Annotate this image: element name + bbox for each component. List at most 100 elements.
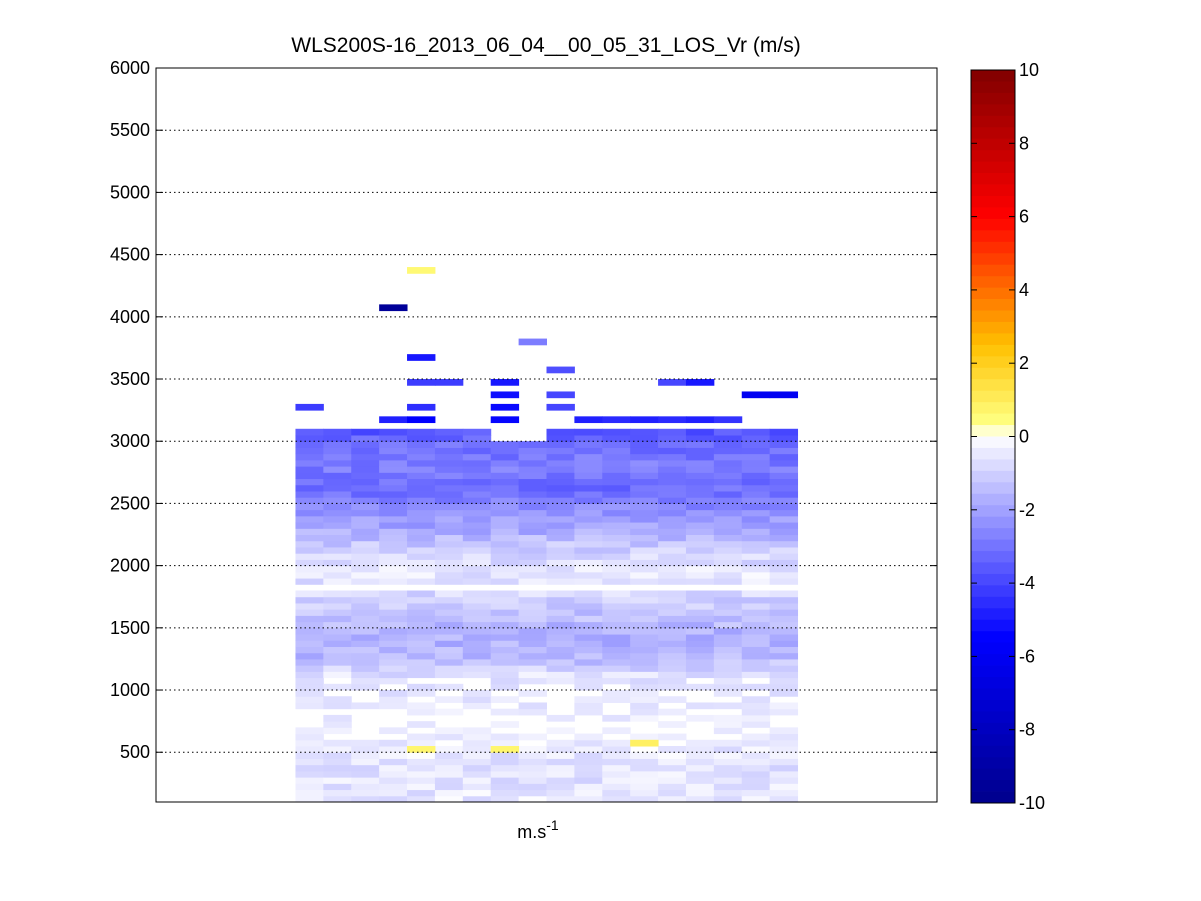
heatmap-cell <box>379 677 408 685</box>
heatmap-cell <box>295 690 324 697</box>
heatmap-cell <box>407 403 436 411</box>
heatmap-cell <box>351 540 380 548</box>
heatmap-cell <box>323 522 352 529</box>
heatmap-cell <box>351 571 380 579</box>
heatmap-cell <box>434 727 464 735</box>
heatmap-cell <box>658 472 687 480</box>
heatmap-cell <box>741 528 771 536</box>
heatmap-cell <box>685 478 715 486</box>
heatmap-cell <box>713 646 743 654</box>
heatmap-cell <box>769 559 799 567</box>
heatmap-cell <box>630 472 659 480</box>
heatmap-cell <box>351 609 380 616</box>
heatmap-cell <box>741 546 771 554</box>
heatmap-cell <box>407 789 436 797</box>
heatmap-cell <box>379 428 408 436</box>
heatmap-cell <box>323 665 352 672</box>
heatmap-cell <box>602 627 631 635</box>
heatmap-cell <box>741 553 771 560</box>
colorbar-segment <box>971 539 1015 552</box>
heatmap-cell <box>546 553 575 560</box>
heatmap-cell <box>769 571 799 579</box>
heatmap-cell <box>769 503 799 511</box>
colorbar-segment <box>971 631 1015 644</box>
heatmap-cell <box>323 453 352 461</box>
heatmap-cell <box>630 565 659 573</box>
heatmap-cell <box>546 646 575 654</box>
heatmap-cell <box>546 677 575 685</box>
heatmap-cell <box>713 739 743 747</box>
heatmap-cell <box>658 795 687 803</box>
heatmap-cell <box>518 758 547 766</box>
heatmap-cell <box>546 789 575 797</box>
heatmap-cell <box>295 727 324 735</box>
heatmap-cell <box>462 447 492 455</box>
heatmap-cell <box>658 609 687 616</box>
heatmap-cell <box>546 391 575 399</box>
heatmap-cell <box>323 484 352 492</box>
heatmap-cell <box>490 509 520 517</box>
heatmap-cell <box>407 571 436 579</box>
heatmap-cell <box>685 789 715 797</box>
heatmap-cell <box>546 435 575 442</box>
heatmap-cell <box>602 783 631 791</box>
y-tick-label: 1500 <box>110 618 150 638</box>
heatmap-cell <box>574 621 603 629</box>
heatmap-cell <box>407 565 436 573</box>
heatmap-cell <box>407 683 436 691</box>
heatmap-cell <box>574 783 603 791</box>
colorbar-segment <box>971 333 1015 346</box>
heatmap-cell <box>630 615 659 623</box>
colorbar-segment <box>971 596 1015 609</box>
heatmap-cell <box>658 783 687 791</box>
heatmap-cell <box>462 503 492 511</box>
heatmap-cell <box>379 621 408 629</box>
colorbar-segment <box>971 505 1015 518</box>
heatmap-cell <box>769 447 799 455</box>
heatmap-cell <box>685 565 715 573</box>
heatmap-cell <box>323 646 352 654</box>
colorbar-segment <box>971 688 1015 701</box>
heatmap-cell <box>713 447 743 455</box>
heatmap-cell <box>407 515 436 523</box>
heatmap-cell <box>602 789 631 797</box>
heatmap-cell <box>462 727 492 735</box>
heatmap-cell <box>490 627 520 635</box>
heatmap-cell <box>658 416 687 424</box>
heatmap-cell <box>462 428 492 436</box>
heatmap-cell <box>518 770 547 778</box>
heatmap-cell <box>490 721 520 728</box>
heatmap-cell <box>769 733 799 741</box>
heatmap-cell <box>713 590 743 598</box>
colorbar-segment <box>971 619 1015 632</box>
heatmap-cell <box>769 658 799 666</box>
heatmap-cell <box>407 497 436 504</box>
heatmap-cell <box>658 478 687 486</box>
heatmap-cell <box>351 534 380 542</box>
heatmap-cell <box>574 634 603 641</box>
heatmap-cell <box>685 596 715 604</box>
heatmap-cell <box>574 472 603 480</box>
heatmap-cell <box>407 646 436 654</box>
heatmap-cell <box>685 634 715 641</box>
y-tick-label: 5000 <box>110 182 150 202</box>
chart-title: WLS200S-16_2013_06_04__00_05_31_LOS_Vr (… <box>291 34 800 57</box>
heatmap-cell <box>713 435 743 442</box>
heatmap-cell <box>351 553 380 560</box>
heatmap-cell <box>490 671 520 679</box>
heatmap-cell <box>546 621 575 629</box>
heatmap-cell <box>574 702 603 710</box>
heatmap-cell <box>685 540 715 548</box>
heatmap-cell <box>685 497 715 504</box>
heatmap-cell <box>713 640 743 647</box>
heatmap-cell <box>518 459 547 467</box>
heatmap-cell <box>574 459 603 467</box>
heatmap-cell <box>769 671 799 679</box>
heatmap-cell <box>574 484 603 492</box>
heatmap-cell <box>323 534 352 542</box>
heatmap-cell <box>351 590 380 598</box>
heatmap-cell <box>379 546 408 554</box>
colorbar-segment <box>971 218 1015 231</box>
heatmap-cell <box>518 665 547 672</box>
